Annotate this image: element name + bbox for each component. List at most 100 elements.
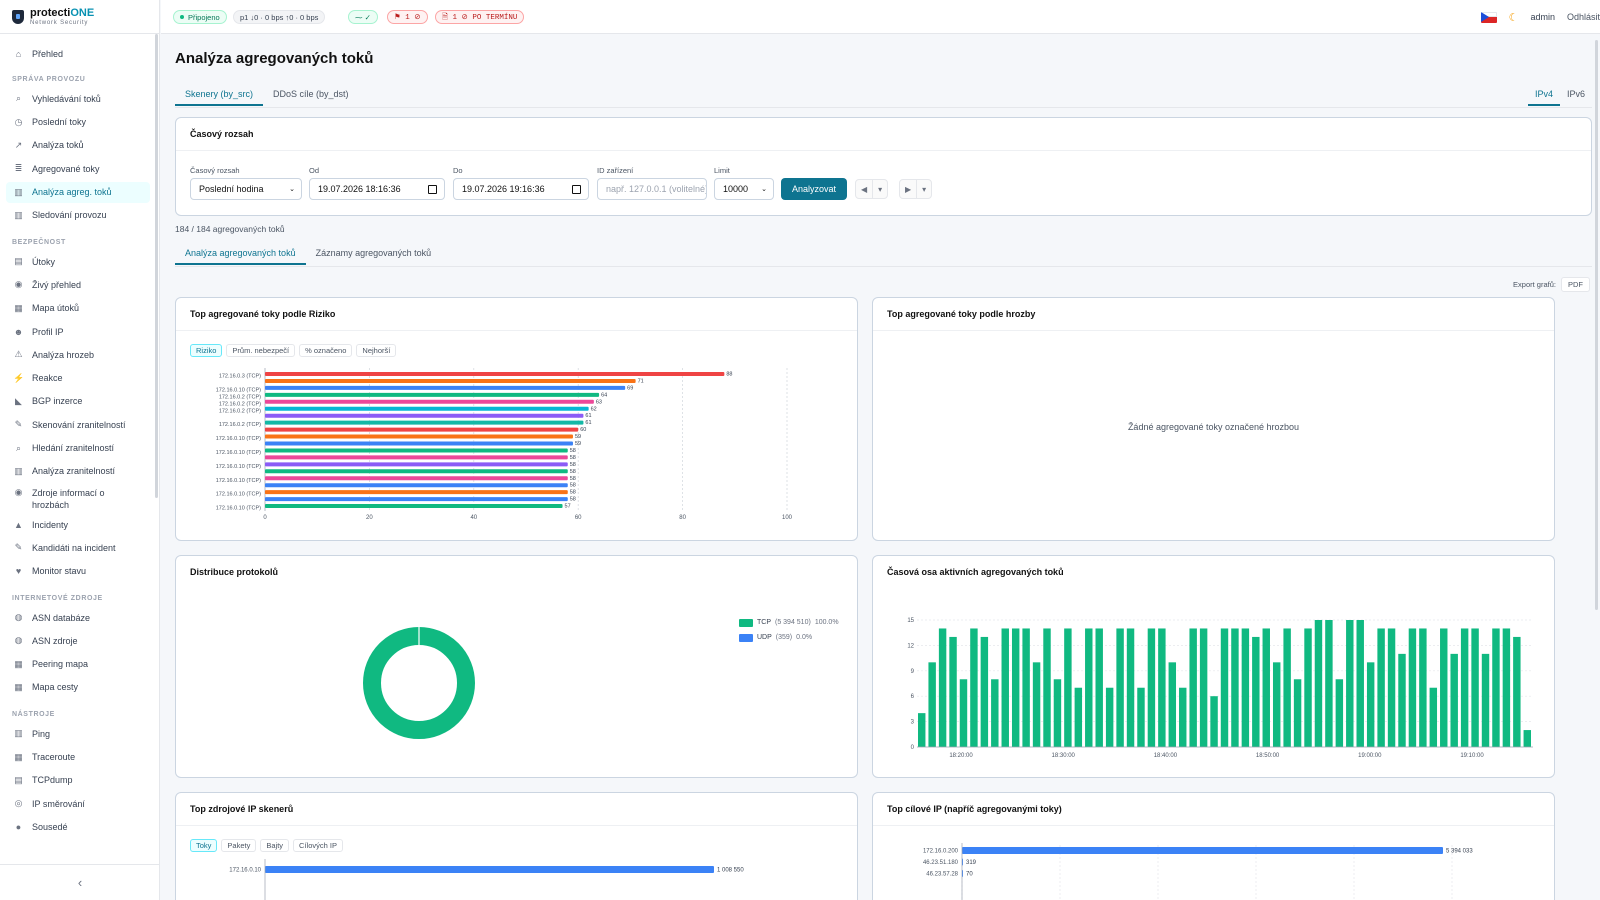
from-datetime-input[interactable]: 19.07.2026 18:16:36 <box>309 178 445 200</box>
bar <box>265 504 563 509</box>
bar-value-label: 58 <box>570 455 576 461</box>
filter-risk[interactable]: Riziko <box>190 344 223 357</box>
bar-value-label: 1 008 550 <box>717 868 744 874</box>
timeline-bar <box>1377 628 1385 747</box>
timeline-bar <box>1419 628 1427 747</box>
category-label: 172.16.0.2 (TCP) <box>219 408 261 414</box>
sidebar-item-vyhledavani-toku[interactable]: ⌕ Vyhledávání toků <box>6 88 150 109</box>
legend-item-tcp[interactable]: TCP (5 394 510) 100.0% <box>739 615 839 630</box>
sidebar-item-incidenty[interactable]: ▲ Incidenty <box>6 514 150 535</box>
sidebar-item-analyza-hrozeb[interactable]: ⚠ Analýza hrozeb <box>6 344 150 365</box>
sidebar-item-kandidati-na-incident[interactable]: ✎ Kandidáti na incident <box>6 537 150 558</box>
sidebar-item-analyza-zranitelnosti[interactable]: ▥ Analýza zranitelností <box>6 461 150 482</box>
moon-icon[interactable]: ☾ <box>1508 11 1519 24</box>
app-subtitle: Network Security <box>30 19 89 26</box>
filter-flows[interactable]: Toky <box>190 839 218 852</box>
to-datetime-input[interactable]: 19.07.2026 19:16:36 <box>453 178 589 200</box>
filter-avg-danger[interactable]: Prům. nebezpečí <box>226 344 296 357</box>
filter-bytes[interactable]: Bajty <box>260 839 290 852</box>
filter-packets[interactable]: Pakety <box>221 839 257 852</box>
tab-scanners[interactable]: Skenery (by_src) <box>175 84 264 106</box>
sidebar-item-prehled[interactable]: ⌂ Přehled <box>6 43 150 64</box>
y-tick-label: 9 <box>911 669 915 675</box>
health-badge[interactable]: ⁓ ✓ <box>348 10 378 24</box>
bar-chart-icon: ▥ <box>14 465 23 476</box>
timeline-bar <box>928 662 936 747</box>
bar-chart-icon: ▥ <box>14 728 23 739</box>
sidebar-item-label: Incidenty <box>32 519 69 530</box>
tab-records[interactable]: Záznamy agregovaných toků <box>315 248 432 258</box>
logout-link[interactable]: Odhlásit <box>1566 12 1600 22</box>
sidebar-item-skenovani-zranitelnosti[interactable]: ✎ Skenování zranitelností <box>6 414 150 435</box>
timeline-bar <box>1220 628 1229 747</box>
alarm-icon: ▲ <box>14 519 23 530</box>
bar <box>265 385 626 390</box>
sidebar-item-agregovane-toky[interactable]: ≣ Agregované toky <box>6 158 150 179</box>
timeline-bar <box>1283 628 1291 747</box>
analyze-button[interactable]: Analyzovat <box>781 178 847 200</box>
bar <box>265 455 568 460</box>
sidebar-scrollbar[interactable] <box>155 34 158 498</box>
tab-ipv4[interactable]: IPv4 <box>1527 84 1560 106</box>
export-pdf-button[interactable]: PDF <box>1561 277 1590 292</box>
next-range-button[interactable]: ▶ ▾ <box>899 179 933 199</box>
chevron-left-icon: ‹ <box>77 875 83 890</box>
ip-version-tabs: IPv4 IPv6 <box>1527 84 1592 106</box>
sidebar-item-ip-smerovani[interactable]: ◎ IP směrování <box>6 793 150 814</box>
sidebar-item-mapa-utoku[interactable]: ▦ Mapa útoků <box>6 298 150 319</box>
sidebar-item-posledni-toky[interactable]: ◷ Poslední toky <box>6 112 150 133</box>
sidebar-item-peering-mapa[interactable]: ▦ Peering mapa <box>6 654 150 675</box>
sidebar-item-zdroje-informaci-o-hrozbach[interactable]: ◉ Zdroje informací o hrozbách <box>6 484 150 512</box>
limit-select[interactable]: 10000 ⌄ <box>714 178 774 200</box>
collapse-sidebar-button[interactable]: ‹ <box>0 864 160 900</box>
sidebar-item-monitor-stavu[interactable]: ♥ Monitor stavu <box>6 561 150 582</box>
device-id-input[interactable]: např. 127.0.0.1 (volitelné) <box>597 178 707 200</box>
bar <box>265 497 568 502</box>
user-name[interactable]: admin <box>1530 12 1555 22</box>
source-filter-tabs: Toky Pakety Bajty Cílových IP <box>190 839 343 852</box>
czech-flag-icon[interactable] <box>1480 11 1497 23</box>
sidebar-item-analyza-toku[interactable]: ↗ Analýza toků <box>6 135 150 156</box>
tab-ipv6[interactable]: IPv6 <box>1566 89 1585 99</box>
sidebar-item-asn-databaze[interactable]: ◍ ASN databáze <box>6 607 150 628</box>
sidebar-item-bgp-inzerce[interactable]: ◣ BGP inzerce <box>6 391 150 412</box>
tab-analysis[interactable]: Analýza agregovaných toků <box>175 243 306 265</box>
sidebar-item-tcpdump[interactable]: ▤ TCPdump <box>6 770 150 791</box>
flags-badge[interactable]: ⚑ 1 ⊘ <box>387 10 428 24</box>
timeline-bar <box>1450 653 1458 747</box>
sidebar-item-mapa-cesty[interactable]: ▦ Mapa cesty <box>6 677 150 698</box>
filter-dst-ips[interactable]: Cílových IP <box>293 839 343 852</box>
sidebar-item-profil-ip[interactable]: ☻ Profil IP <box>6 321 150 342</box>
x-tick-label: 18:50:00 <box>1256 753 1280 759</box>
topbar: Připojeno p1 ↓0 · 0 bps ↑0 · 0 bps ⁓ ✓ ⚑… <box>161 0 1600 34</box>
x-tick-label: 0 <box>263 515 267 521</box>
sidebar-item-reakce[interactable]: ⚡ Reakce <box>6 368 150 389</box>
page-scrollbar[interactable] <box>1595 40 1598 610</box>
sidebar-item-label: IP směrování <box>32 798 85 809</box>
filter-worst[interactable]: Nejhorší <box>356 344 397 357</box>
tab-ddos-targets[interactable]: DDoS cíle (by_dst) <box>273 89 349 99</box>
y-tick-label: 6 <box>911 694 915 700</box>
sidebar-item-sledovani-provozu[interactable]: ▥ Sledování provozu <box>6 205 150 226</box>
traffic-rate-badge[interactable]: p1 ↓0 · 0 bps ↑0 · 0 bps <box>233 10 326 24</box>
overdue-badge[interactable]: 🗎 1 ⊘ PO TERMÍNU <box>435 10 525 24</box>
sidebar-item-label: Ping <box>32 728 51 739</box>
range-select[interactable]: Poslední hodina ⌄ <box>190 178 302 200</box>
timeline-bar <box>1210 696 1218 747</box>
sidebar-item-zivy-prehled[interactable]: ◉ Živý přehled <box>6 274 150 295</box>
sidebar-item-sousede[interactable]: ● Sousedé <box>6 816 150 837</box>
timeline-bar <box>1074 687 1083 747</box>
compass-icon: ◎ <box>14 798 23 809</box>
home-icon: ⌂ <box>15 48 22 59</box>
prev-range-button[interactable]: ◀ ▾ <box>855 179 889 199</box>
filter-pct-flagged[interactable]: % označeno <box>299 344 353 357</box>
sidebar-item-utoky[interactable]: ▤ Útoky <box>6 251 150 272</box>
logo[interactable]: protectiONE Network Security <box>0 0 159 34</box>
sidebar-item-ping[interactable]: ▥ Ping <box>6 723 150 744</box>
sidebar-item-traceroute[interactable]: ▦ Traceroute <box>6 747 150 768</box>
sidebar-item-asn-zdroje[interactable]: ◍ ASN zdroje <box>6 630 150 651</box>
sidebar-item-analyza-agreg-toku[interactable]: ▥ Analýza agreg. toků <box>6 181 150 203</box>
legend-item-udp[interactable]: UDP (359) 0.0% <box>739 630 839 645</box>
map-icon: ▦ <box>14 658 23 669</box>
sidebar-item-hledani-zranitelnosti[interactable]: ⌕ Hledání zranitelností <box>6 438 150 459</box>
